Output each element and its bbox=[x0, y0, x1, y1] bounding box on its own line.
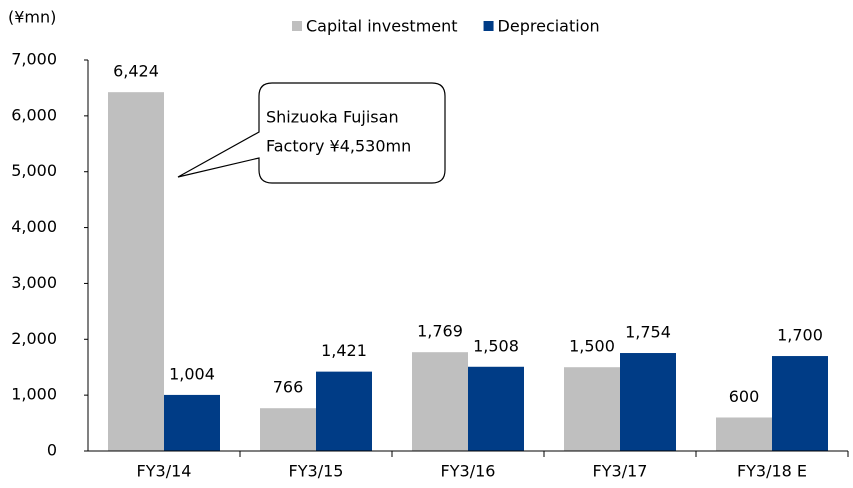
value-label: 1,500 bbox=[569, 337, 615, 356]
x-tick-label: FY3/17 bbox=[593, 462, 648, 481]
annotation: Shizuoka Fujisan bbox=[266, 108, 399, 127]
y-tick-label: 3,000 bbox=[11, 273, 57, 292]
bar bbox=[468, 366, 524, 451]
value-label: 1,769 bbox=[417, 322, 463, 341]
bar bbox=[260, 408, 316, 451]
legend-label: Depreciation bbox=[498, 17, 600, 36]
x-tick-label: FY3/18 E bbox=[737, 462, 807, 481]
bar bbox=[620, 353, 676, 451]
bar bbox=[412, 352, 468, 451]
annotation: Factory ¥4,530mn bbox=[266, 137, 411, 156]
y-tick-label: 0 bbox=[47, 441, 57, 460]
y-tick-label: 1,000 bbox=[11, 385, 57, 404]
x-tick-label: FY3/15 bbox=[289, 462, 344, 481]
unit-label: (¥mn) bbox=[8, 8, 56, 27]
bar bbox=[564, 367, 620, 451]
value-label: 6,424 bbox=[113, 62, 159, 81]
value-label: 1,421 bbox=[321, 341, 367, 360]
x-tick-label: FY3/16 bbox=[441, 462, 496, 481]
legend-swatch bbox=[483, 21, 494, 31]
value-label: 766 bbox=[273, 378, 304, 397]
value-label: 1,754 bbox=[625, 323, 671, 342]
bar bbox=[164, 394, 220, 451]
legend-label: Capital investment bbox=[306, 17, 458, 36]
y-tick-label: 5,000 bbox=[11, 161, 57, 180]
legend-swatch bbox=[292, 21, 302, 31]
y-tick-label: 6,000 bbox=[11, 105, 57, 124]
bar bbox=[108, 92, 164, 452]
value-label: 1,004 bbox=[169, 364, 215, 383]
value-label: 1,508 bbox=[473, 336, 519, 355]
bar bbox=[772, 356, 828, 451]
y-tick-label: 7,000 bbox=[11, 50, 57, 69]
y-tick-label: 4,000 bbox=[11, 217, 57, 236]
x-tick-label: FY3/14 bbox=[137, 462, 192, 481]
bar bbox=[316, 371, 372, 451]
value-label: 600 bbox=[729, 387, 760, 406]
bar bbox=[716, 417, 772, 451]
y-tick-label: 2,000 bbox=[11, 329, 57, 348]
callout bbox=[177, 82, 446, 184]
value-label: 1,700 bbox=[777, 326, 823, 345]
